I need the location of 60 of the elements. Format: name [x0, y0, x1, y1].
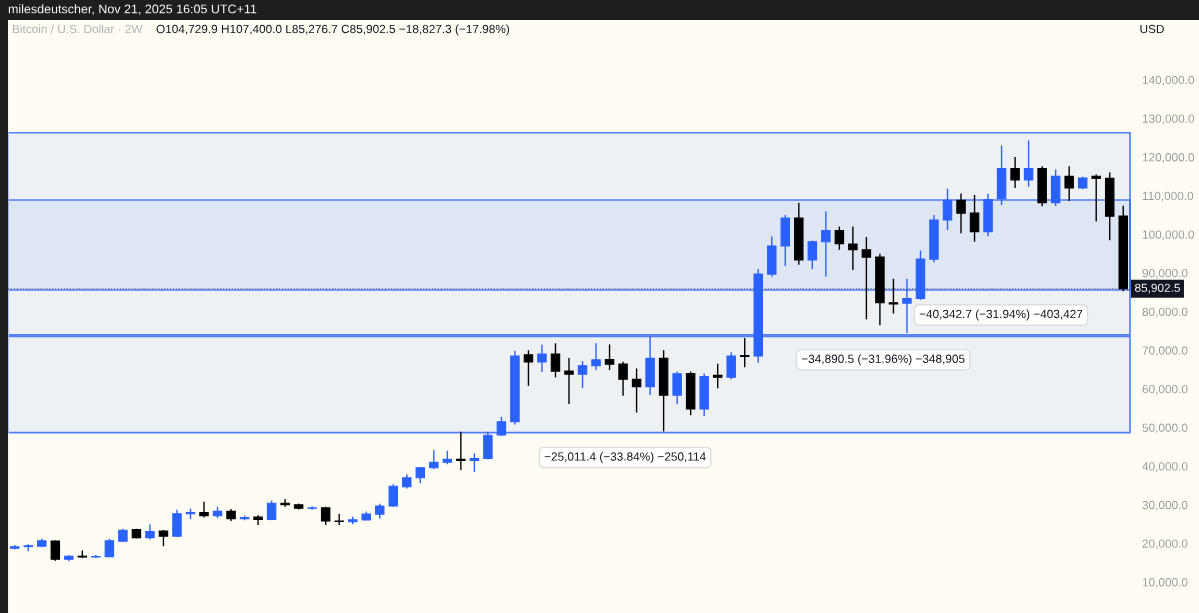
candlestick [902, 278, 912, 334]
candlestick [104, 538, 115, 558]
candlestick [1023, 139, 1034, 188]
y-tick-label: 80,000.0 [1142, 307, 1188, 318]
candlestick [848, 225, 858, 271]
candlestick [172, 509, 182, 538]
band-label: −34,890.5 (−31.96%) −348,905 [801, 354, 965, 366]
y-tick-label: 40,000.0 [1142, 462, 1188, 472]
candlestick [969, 194, 980, 243]
y-tick-label: 130,000.0 [1142, 114, 1195, 125]
candlestick [253, 514, 263, 526]
candlestick [550, 342, 561, 379]
candlestick [537, 344, 547, 373]
candlestick [942, 188, 953, 231]
y-tick-label: 50,000.0 [1142, 423, 1188, 434]
candlestick [712, 363, 723, 389]
candlestick [807, 239, 818, 270]
candlestick [199, 501, 209, 519]
y-tick-label: 70,000.0 [1142, 346, 1188, 357]
ref-line-label: 85,902.5 [1135, 283, 1180, 294]
candlestick [577, 360, 588, 389]
candlestick [334, 513, 344, 526]
candlestick [523, 349, 534, 387]
y-tick-label: 90,000.0 [1142, 269, 1188, 279]
candlestick [483, 431, 493, 461]
candlestick [50, 539, 61, 562]
y-tick-label: 20,000.0 [1142, 539, 1188, 550]
candlestick [1064, 165, 1074, 202]
candlestick [456, 431, 466, 471]
candlestick [861, 236, 872, 321]
candlestick [631, 367, 642, 414]
y-tick-label: 120,000.0 [1142, 153, 1195, 163]
candlestick [1091, 173, 1101, 223]
candlestick [956, 192, 966, 234]
candlestick [821, 210, 831, 278]
candlestick [739, 337, 750, 368]
chart-subtitle: O104,729.9 H107,400.0 L85,276.7 C85,902.5 −18,827.3 (−17.98%) [156, 24, 510, 36]
y-tick-label: 140,000.0 [1142, 75, 1195, 86]
y-tick-label: 10,000.0 [1142, 578, 1188, 588]
band-label: −25,011.4 (−33.84%) −250,114 [544, 452, 706, 464]
candlestick [888, 278, 899, 315]
candlestick [388, 483, 399, 508]
y-tick-label: 30,000.0 [1142, 500, 1188, 511]
candlestick [726, 351, 736, 380]
y-tick-label: 100,000.0 [1142, 230, 1195, 241]
candlestick [564, 357, 574, 405]
y-axis-title: USD [1140, 24, 1164, 34]
candlestick [834, 225, 845, 251]
candlestick [672, 370, 682, 406]
candlestick [429, 449, 439, 470]
y-tick-label: 110,000.0 [1142, 191, 1194, 202]
candlestick [618, 361, 628, 397]
chart-title: Bitcoin / U.S. Dollar · 2W [12, 24, 143, 34]
y-tick-label: 60,000.0 [1142, 384, 1188, 395]
candlestick [604, 343, 615, 371]
text: milesdeutscher, Nov 21, 2025 16:05 UTC+11 [8, 4, 257, 15]
candlestick [591, 342, 601, 371]
candlestick [469, 452, 480, 473]
candlestick [1010, 156, 1020, 189]
band-label: −40,342.7 (−31.94%) −403,427 [919, 309, 1083, 321]
